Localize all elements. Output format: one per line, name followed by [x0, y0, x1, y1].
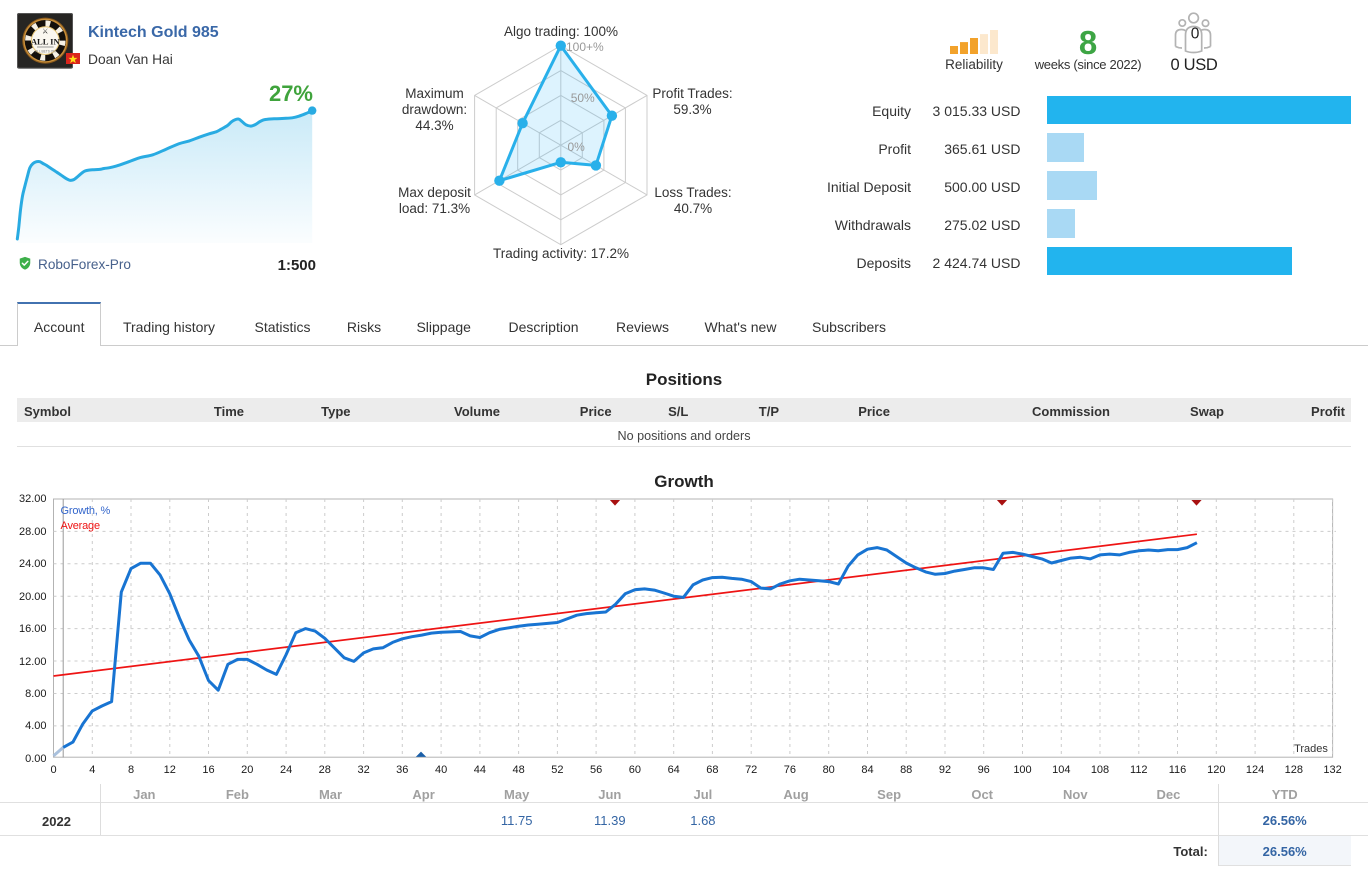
svg-text:⚔: ⚔	[42, 27, 48, 35]
svg-text:ALL IN: ALL IN	[31, 36, 61, 46]
svg-text:ALL BETS ON: ALL BETS ON	[35, 49, 56, 53]
svg-text:Trades: Trades	[1294, 743, 1328, 755]
svg-text:0: 0	[1191, 26, 1200, 43]
